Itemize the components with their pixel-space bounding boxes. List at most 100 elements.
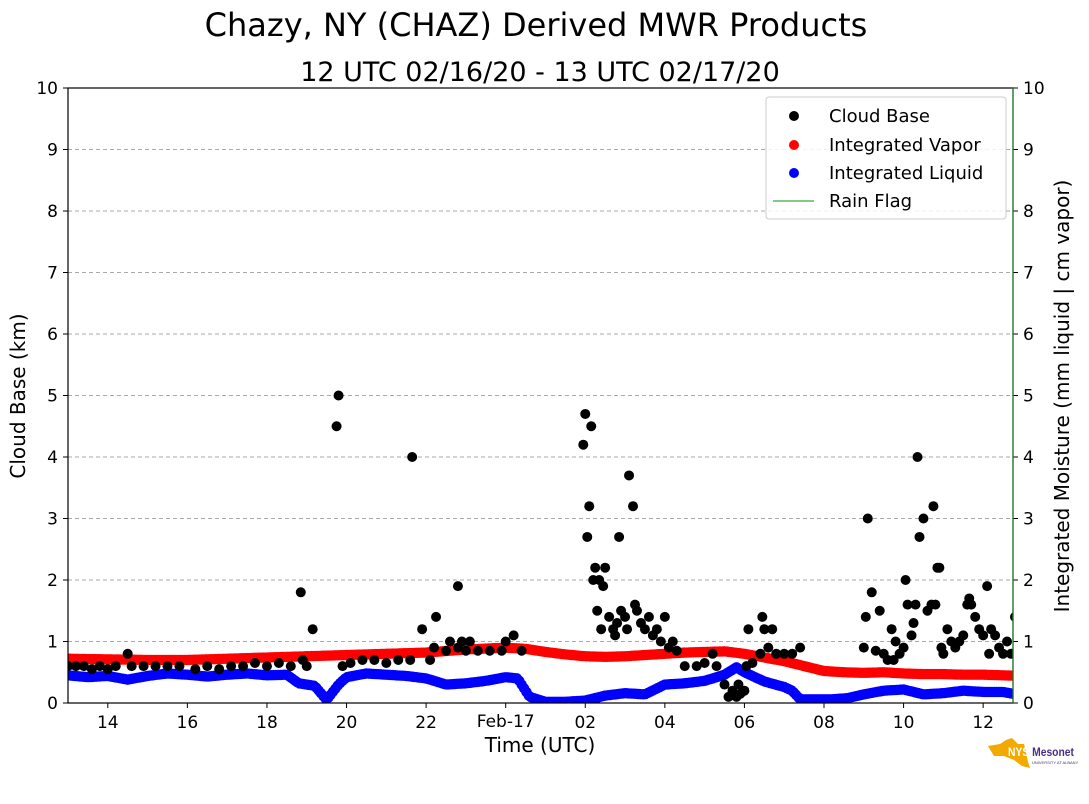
x-tick-label: 12 (972, 713, 994, 733)
x-tick-label: 06 (734, 713, 756, 733)
cloud-base-point (86, 664, 97, 675)
cloud-base-point (162, 661, 173, 672)
y-tick-label-left: 10 (36, 79, 58, 99)
cloud-base-point (733, 679, 744, 690)
integrated-liquid-point (1037, 693, 1047, 703)
cloud-base-point (631, 605, 642, 616)
cloud-base-point (484, 645, 495, 656)
integrated-vapor-point (1042, 671, 1052, 681)
cloud-base-point (614, 531, 625, 542)
x-tick-label: 20 (336, 713, 358, 733)
y-tick-label-left: 7 (47, 264, 58, 284)
cloud-base-point (978, 630, 989, 641)
cloud-base-point (393, 654, 404, 665)
y-tick-label-left: 3 (47, 510, 58, 530)
integrated-vapor-point (1037, 671, 1047, 681)
x-axis-label: Time (UTC) (484, 733, 596, 757)
cloud-base-point (612, 618, 623, 629)
chart-subtitle: 12 UTC 02/16/20 - 13 UTC 02/17/20 (300, 57, 780, 88)
cloud-base-point (333, 390, 344, 401)
logo-text-nys: NYS (1008, 745, 1032, 759)
cloud-base-point (610, 630, 621, 641)
y-axis-label-left: Cloud Base (km) (6, 313, 30, 478)
cloud-base-point (425, 654, 436, 665)
cloud-base-point (779, 648, 790, 659)
y-tick-label-right: 2 (1023, 571, 1034, 591)
cloud-base-point (966, 599, 977, 610)
cloud-base-point (261, 661, 272, 672)
cloud-base-point (584, 501, 595, 512)
cloud-base-point (417, 624, 428, 635)
cloud-base-point (456, 636, 467, 647)
y-tick-label-left: 4 (47, 448, 58, 468)
cloud-base-point (755, 648, 766, 659)
cloud-base-point (912, 452, 923, 462)
x-tick-label: Feb-17 (477, 712, 535, 732)
cloud-base-point (707, 648, 718, 659)
cloud-base-point (190, 664, 201, 675)
y-tick-label-left: 6 (47, 325, 58, 345)
y-tick-label-right: 9 (1023, 141, 1034, 161)
legend-marker-cloud-base (789, 111, 799, 121)
cloud-base-point (906, 630, 917, 641)
cloud-base-point (357, 654, 368, 665)
nys-state-shape-icon (988, 738, 1030, 768)
cloud-base-point (508, 630, 519, 641)
cloud-base-point (582, 531, 593, 542)
cloud-base-point (496, 645, 507, 656)
cloud-base-point (150, 661, 161, 672)
integrated-vapor-point (1012, 675, 1013, 677)
cloud-base-point (888, 654, 899, 665)
y-tick-label-left: 5 (47, 387, 58, 407)
cloud-base-point (202, 661, 213, 672)
cloud-base-point (934, 562, 945, 573)
cloud-base-point (592, 605, 603, 616)
cloud-base-point (679, 661, 690, 672)
cloud-base-point (1024, 612, 1034, 622)
integrated-vapor-point (1018, 671, 1028, 681)
cloud-base-point (110, 661, 121, 672)
y-tick-label-left: 9 (47, 141, 58, 161)
integrated-vapor-point (1025, 671, 1035, 681)
cloud-base-point (874, 605, 885, 616)
logo-subtext: UNIVERSITY AT ALBANY (1032, 760, 1079, 765)
cloud-base-point (460, 645, 471, 656)
y-tick-label-right: 5 (1023, 387, 1034, 407)
cloud-base-point (918, 513, 929, 524)
legend-box (765, 96, 1007, 220)
cloud-base-point (405, 654, 416, 665)
cloud-base-point (102, 664, 113, 675)
integrated-vapor-point (1051, 672, 1061, 682)
legend-label-cloud-base: Cloud Base (829, 106, 930, 127)
integrated-liquid-point (1010, 689, 1013, 699)
integrated-liquid-point (1034, 692, 1044, 702)
legend-label-integrated-vapor: Integrated Vapor (829, 135, 981, 156)
cloud-base-point (301, 661, 312, 672)
y-tick-label-left: 0 (47, 694, 58, 714)
cloud-base-point (600, 562, 611, 573)
cloud-base-point (578, 439, 589, 450)
cloud-base-point (711, 661, 722, 672)
x-tick-label: 16 (177, 713, 199, 733)
y-tick-label-right: 0 (1023, 694, 1034, 714)
cloud-base-point (620, 611, 631, 622)
cloud-base-point (767, 624, 778, 635)
cloud-base-point (699, 658, 710, 669)
cloud-base-point (331, 421, 342, 432)
cloud-base-point (659, 611, 670, 622)
y-axis-label-right: Integrated Moisture (mm liquid | cm vapo… (1050, 180, 1074, 613)
cloud-base-point (643, 611, 654, 622)
legend-marker-integrated-liquid (789, 168, 799, 178)
cloud-base-point (795, 642, 806, 653)
cloud-base-point (1026, 544, 1036, 554)
cloud-base-point (757, 611, 768, 622)
cloud-base-point (667, 636, 678, 647)
cloud-base-point (958, 630, 969, 641)
cloud-base-point (866, 587, 877, 598)
cloud-base-point (898, 642, 909, 653)
cloud-base-point (990, 630, 1001, 641)
cloud-base-point (982, 581, 993, 592)
y-tick-label-right: 6 (1023, 325, 1034, 345)
cloud-base-point (860, 611, 871, 622)
